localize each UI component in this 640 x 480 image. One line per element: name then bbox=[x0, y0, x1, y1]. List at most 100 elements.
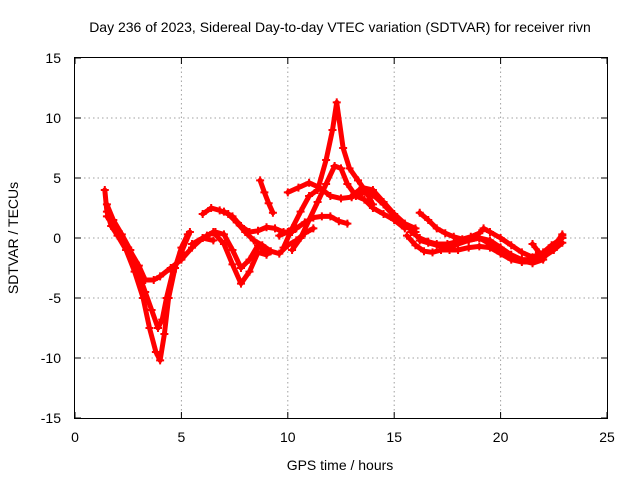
data-point bbox=[177, 255, 186, 264]
data-point bbox=[360, 195, 369, 204]
data-point bbox=[228, 212, 237, 221]
data-marks bbox=[100, 98, 567, 365]
series-trace bbox=[104, 213, 216, 283]
data-point bbox=[443, 243, 452, 252]
x-tick-label: 15 bbox=[386, 429, 402, 445]
data-point bbox=[454, 240, 463, 248]
data-point bbox=[517, 256, 526, 265]
x-tick-label: 0 bbox=[71, 429, 79, 445]
data-point bbox=[475, 234, 484, 242]
data-point bbox=[317, 212, 326, 221]
data-point bbox=[313, 198, 322, 206]
data-point bbox=[262, 223, 271, 232]
data-point bbox=[305, 192, 314, 200]
data-point bbox=[147, 306, 156, 314]
data-point bbox=[260, 188, 269, 197]
data-point bbox=[554, 237, 563, 246]
data-point bbox=[547, 244, 556, 253]
data-point bbox=[141, 288, 150, 296]
series-track-8 bbox=[256, 176, 277, 217]
data-point bbox=[228, 260, 237, 269]
data-point bbox=[271, 224, 280, 233]
data-point bbox=[305, 178, 314, 187]
data-point bbox=[124, 243, 133, 252]
plot-frame bbox=[74, 57, 608, 419]
data-point bbox=[211, 228, 220, 236]
data-point bbox=[322, 156, 331, 164]
data-point bbox=[236, 264, 245, 272]
data-point bbox=[322, 180, 331, 188]
data-point bbox=[162, 294, 171, 302]
data-point bbox=[407, 228, 416, 236]
data-point bbox=[558, 231, 567, 240]
data-point bbox=[256, 176, 265, 185]
x-axis-label: GPS time / hours bbox=[287, 457, 394, 473]
y-tick-label: -10 bbox=[41, 350, 61, 366]
data-point bbox=[528, 259, 537, 268]
data-point bbox=[326, 192, 335, 200]
data-point bbox=[315, 183, 324, 192]
data-point bbox=[534, 248, 543, 257]
data-point bbox=[339, 144, 348, 152]
data-point bbox=[305, 216, 314, 224]
x-tick-label: 10 bbox=[280, 429, 296, 445]
data-point bbox=[415, 236, 424, 245]
data-point bbox=[198, 210, 207, 218]
data-point bbox=[528, 240, 537, 248]
x-tick-label: 25 bbox=[599, 429, 615, 445]
data-point bbox=[464, 243, 473, 252]
data-point bbox=[479, 224, 488, 233]
data-point bbox=[156, 272, 165, 281]
data-point bbox=[475, 242, 484, 251]
data-point bbox=[402, 231, 411, 240]
data-point bbox=[254, 226, 263, 235]
series-track-17 bbox=[415, 234, 548, 268]
series-track-13 bbox=[347, 183, 420, 233]
data-point bbox=[432, 224, 441, 233]
data-point bbox=[330, 162, 339, 170]
data-point bbox=[279, 243, 288, 252]
data-point bbox=[149, 276, 158, 284]
data-point bbox=[188, 240, 197, 248]
data-point bbox=[296, 207, 305, 216]
data-point bbox=[219, 230, 228, 239]
data-point bbox=[113, 226, 122, 235]
data-point bbox=[517, 248, 526, 257]
data-point bbox=[358, 183, 367, 192]
data-point bbox=[158, 315, 167, 324]
data-point bbox=[254, 241, 263, 250]
data-point bbox=[449, 232, 458, 241]
data-point bbox=[141, 276, 150, 284]
data-point bbox=[245, 267, 254, 276]
series-trace bbox=[257, 177, 276, 216]
data-point bbox=[507, 241, 516, 250]
data-point bbox=[296, 234, 305, 242]
data-point bbox=[160, 330, 169, 338]
y-tick-label: 10 bbox=[45, 110, 61, 126]
data-point bbox=[485, 228, 494, 236]
data-point bbox=[207, 204, 216, 212]
data-point bbox=[264, 199, 273, 208]
data-point bbox=[541, 250, 550, 259]
data-point bbox=[236, 222, 245, 230]
data-point bbox=[328, 126, 337, 134]
data-point bbox=[166, 264, 175, 272]
data-point bbox=[379, 198, 388, 206]
data-point bbox=[424, 238, 433, 247]
series-track-18 bbox=[528, 231, 567, 259]
data-point bbox=[411, 241, 420, 250]
x-tick-label: 5 bbox=[178, 429, 186, 445]
data-point bbox=[343, 219, 352, 228]
data-point bbox=[262, 249, 271, 258]
data-point bbox=[156, 356, 165, 365]
y-tick-labels: -15 -10 -5 0 5 10 15 bbox=[41, 50, 61, 426]
y-tick-label: 15 bbox=[45, 50, 61, 66]
data-point bbox=[332, 98, 341, 107]
data-point bbox=[464, 236, 473, 245]
y-tick-label: 5 bbox=[53, 170, 61, 186]
data-point bbox=[337, 194, 345, 203]
data-point bbox=[334, 217, 343, 226]
data-point bbox=[419, 247, 428, 256]
data-point bbox=[424, 216, 433, 224]
